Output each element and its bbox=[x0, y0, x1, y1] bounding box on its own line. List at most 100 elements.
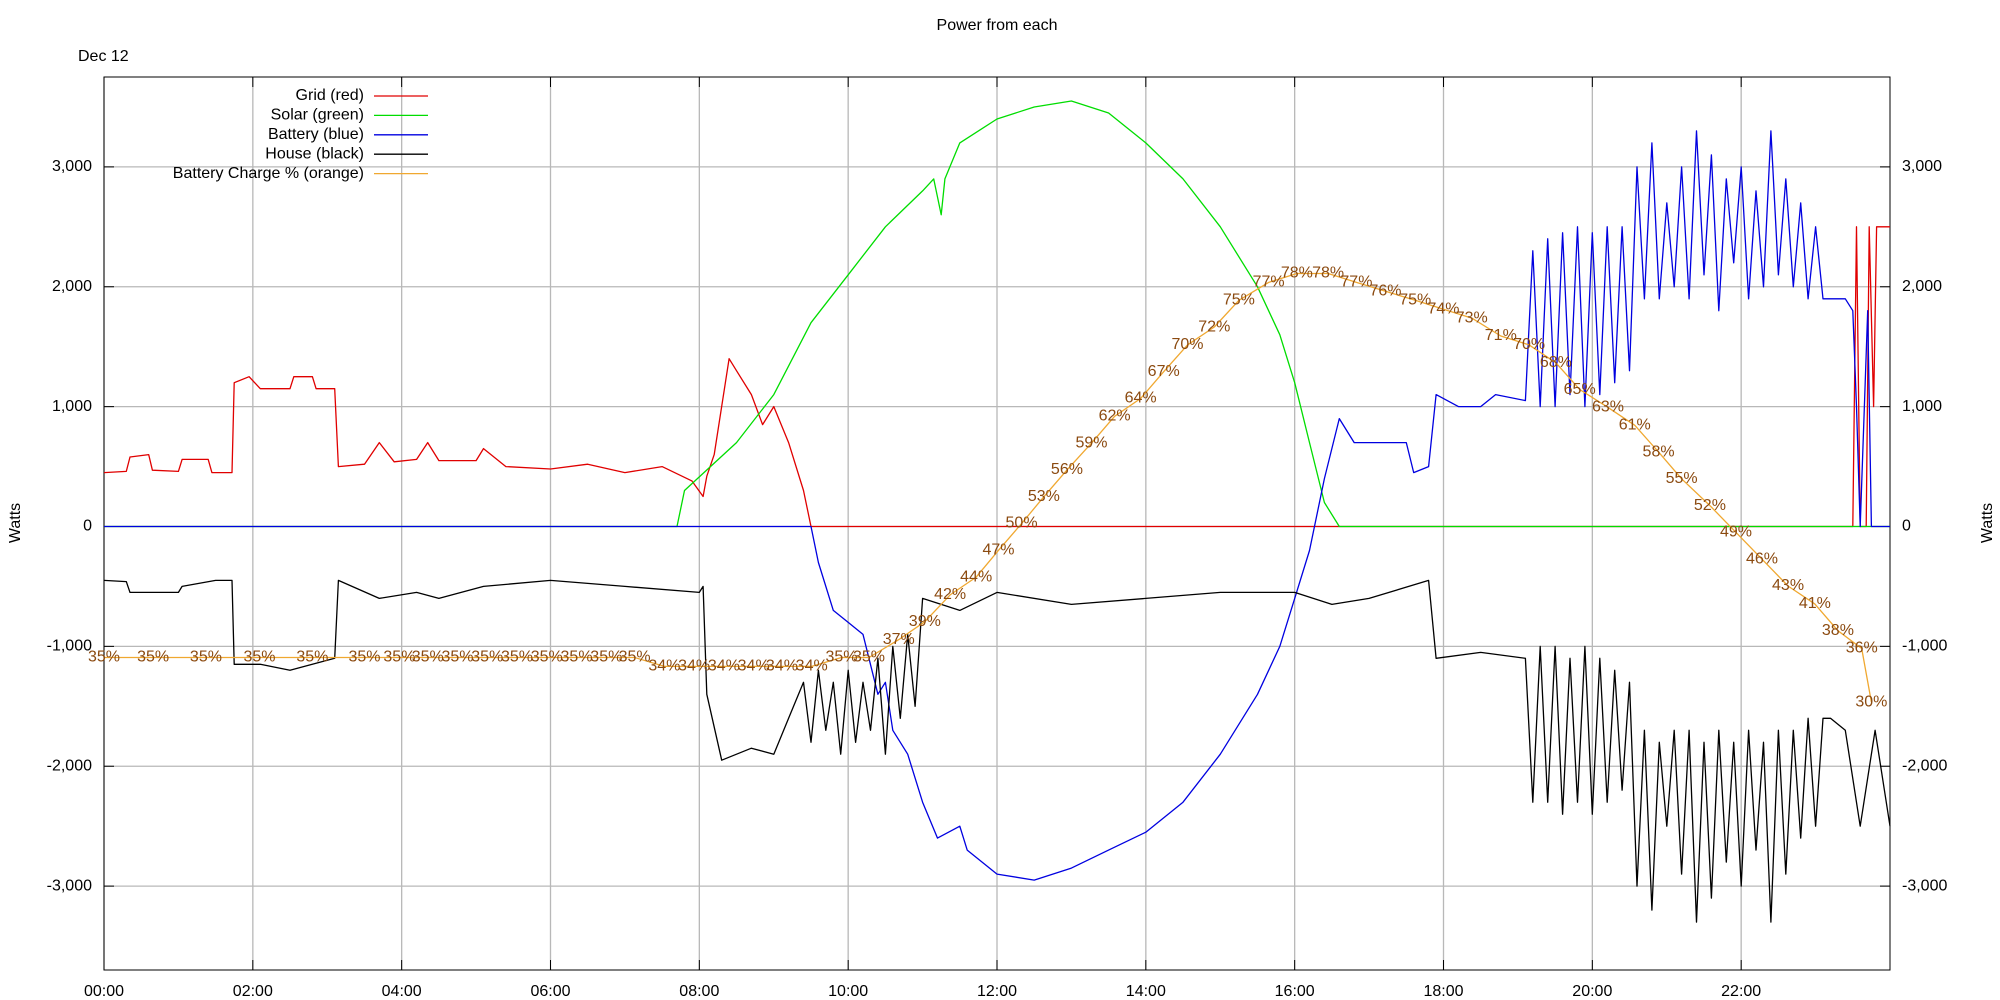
data-label: 71% bbox=[1485, 327, 1517, 344]
y-tick-label: -2,000 bbox=[47, 757, 92, 774]
chart-title: Power from each bbox=[937, 17, 1058, 34]
data-label: 76% bbox=[1369, 283, 1401, 300]
data-label: 35% bbox=[531, 649, 563, 666]
series-line bbox=[103, 579, 1891, 923]
data-label: 46% bbox=[1746, 550, 1778, 567]
y-tick-label: 0 bbox=[83, 518, 92, 535]
y-tick-label: 2,000 bbox=[52, 278, 92, 295]
x-tick-label: 12:00 bbox=[977, 983, 1017, 1000]
data-label: 74% bbox=[1427, 300, 1459, 317]
x-tick-label: 02:00 bbox=[233, 983, 273, 1000]
data-label: 44% bbox=[960, 568, 992, 585]
y2-tick-label: 1,000 bbox=[1902, 398, 1942, 415]
legend-label: House (black) bbox=[265, 145, 364, 162]
data-label: 55% bbox=[1666, 470, 1698, 487]
data-label: 43% bbox=[1772, 577, 1804, 594]
data-label: 78% bbox=[1312, 265, 1344, 282]
data-label: 34% bbox=[678, 658, 710, 675]
data-label: 50% bbox=[1006, 515, 1038, 532]
data-label: 30% bbox=[1855, 693, 1887, 710]
y-axis-label: Watts bbox=[7, 503, 24, 543]
data-label: 56% bbox=[1051, 461, 1083, 478]
y-tick-label: -1,000 bbox=[47, 638, 92, 655]
data-label: 34% bbox=[648, 658, 680, 675]
y2-tick-label: -1,000 bbox=[1902, 638, 1947, 655]
legend-label: Battery Charge % (orange) bbox=[173, 165, 364, 182]
data-label: 35% bbox=[348, 649, 380, 666]
y-tick-label: -3,000 bbox=[47, 877, 92, 894]
x-tick-label: 00:00 bbox=[84, 983, 124, 1000]
y2-tick-label: -3,000 bbox=[1902, 877, 1947, 894]
x-tick-label: 04:00 bbox=[382, 983, 422, 1000]
series-line bbox=[104, 130, 1890, 881]
data-label: 38% bbox=[1822, 622, 1854, 639]
x-tick-label: 10:00 bbox=[828, 983, 868, 1000]
data-label: 75% bbox=[1399, 291, 1431, 308]
data-label: 35% bbox=[296, 649, 328, 666]
data-label: 35% bbox=[383, 649, 415, 666]
y2-tick-label: 3,000 bbox=[1902, 158, 1942, 175]
data-label: 39% bbox=[909, 613, 941, 630]
data-label: 35% bbox=[561, 649, 593, 666]
y2-tick-label: 2,000 bbox=[1902, 278, 1942, 295]
plot-frame bbox=[103, 76, 1891, 971]
data-label: 58% bbox=[1643, 443, 1675, 460]
data-label: 35% bbox=[501, 649, 533, 666]
data-label: 49% bbox=[1720, 524, 1752, 541]
data-label: 63% bbox=[1592, 399, 1624, 416]
series-line bbox=[104, 100, 1890, 528]
y-tick-label: 1,000 bbox=[52, 398, 92, 415]
data-label: 34% bbox=[738, 658, 770, 675]
data-label: 35% bbox=[441, 649, 473, 666]
legend-label: Grid (red) bbox=[296, 87, 364, 104]
data-label: 61% bbox=[1619, 416, 1651, 433]
data-label: 75% bbox=[1223, 291, 1255, 308]
data-label: 62% bbox=[1099, 408, 1131, 425]
data-label: 52% bbox=[1694, 497, 1726, 514]
data-label: 68% bbox=[1540, 354, 1572, 371]
data-label: 34% bbox=[796, 658, 828, 675]
x-tick-label: 08:00 bbox=[679, 983, 719, 1000]
data-label: 67% bbox=[1148, 363, 1180, 380]
data-label: 35% bbox=[412, 649, 444, 666]
y2-axis-label: Watts bbox=[1979, 503, 1996, 543]
data-label: 35% bbox=[619, 649, 651, 666]
data-label: 78% bbox=[1281, 265, 1313, 282]
y2-tick-label: -2,000 bbox=[1902, 757, 1947, 774]
x-tick-label: 16:00 bbox=[1275, 983, 1315, 1000]
data-label: 35% bbox=[825, 649, 857, 666]
data-label: 65% bbox=[1564, 381, 1596, 398]
data-label: 47% bbox=[982, 542, 1014, 559]
data-label: 35% bbox=[471, 649, 503, 666]
x-tick-label: 18:00 bbox=[1423, 983, 1463, 1000]
data-label: 35% bbox=[853, 649, 885, 666]
x-tick-label: 06:00 bbox=[530, 983, 570, 1000]
legend-label: Solar (green) bbox=[271, 107, 364, 124]
y-tick-label: 3,000 bbox=[52, 158, 92, 175]
data-label: 36% bbox=[1846, 640, 1878, 657]
data-label: 77% bbox=[1340, 274, 1372, 291]
x-tick-label: 22:00 bbox=[1721, 983, 1761, 1000]
series-line bbox=[103, 226, 1890, 528]
y2-tick-label: 0 bbox=[1902, 518, 1911, 535]
data-label: 34% bbox=[766, 658, 798, 675]
plot-area: 35% 35% 35% 35% 35% 35% 35%35%35%35%35%35%35%3… bbox=[88, 100, 1891, 923]
data-label: 41% bbox=[1799, 595, 1831, 612]
x-tick-label: 14:00 bbox=[1126, 983, 1166, 1000]
data-label: 73% bbox=[1456, 309, 1488, 326]
series-line bbox=[104, 272, 1873, 703]
data-label: 35% bbox=[88, 649, 120, 666]
data-label: 59% bbox=[1075, 434, 1107, 451]
data-label: 35% bbox=[590, 649, 622, 666]
legend-label: Battery (blue) bbox=[268, 126, 364, 143]
data-label: 70% bbox=[1513, 336, 1545, 353]
data-label: 35% bbox=[137, 649, 169, 666]
data-label: 53% bbox=[1028, 488, 1060, 505]
data-label: 34% bbox=[708, 658, 740, 675]
data-label: 72% bbox=[1198, 318, 1230, 335]
date-annotation: Dec 12 bbox=[78, 48, 129, 65]
data-label: 70% bbox=[1171, 336, 1203, 353]
x-tick-label: 20:00 bbox=[1572, 983, 1612, 1000]
data-label: 37% bbox=[883, 631, 915, 648]
